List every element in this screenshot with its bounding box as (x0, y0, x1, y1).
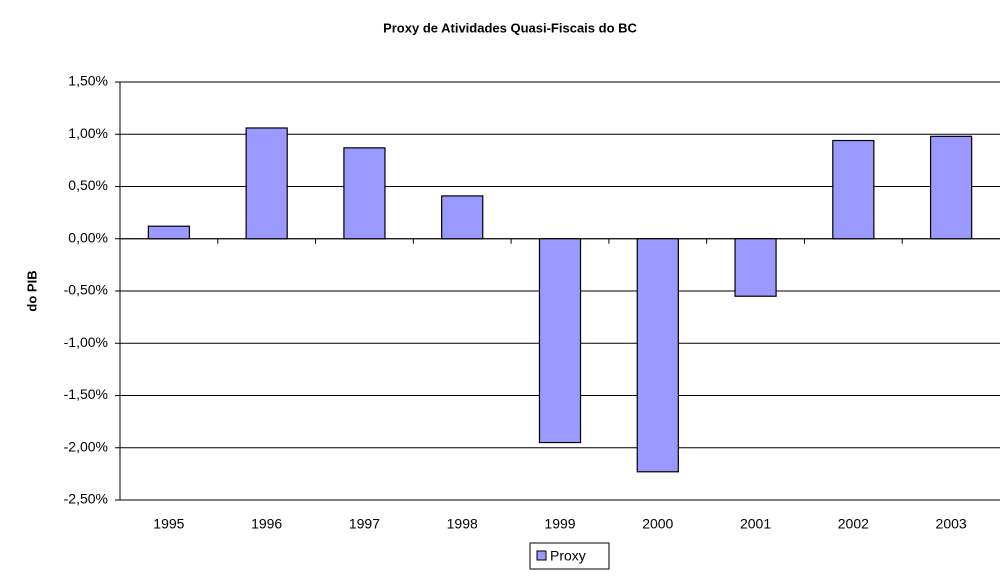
x-tick-label: 2000 (642, 516, 673, 532)
bar (538, 238, 582, 444)
x-tick-label: 1997 (349, 516, 380, 532)
x-tick-label: 2003 (936, 516, 967, 532)
y-tick-label: -0,50% (64, 282, 108, 298)
bar (147, 225, 191, 240)
x-tick-label: 2002 (838, 516, 869, 532)
x-tick-label: 1999 (544, 516, 575, 532)
bar (734, 238, 777, 297)
bar (636, 238, 679, 473)
y-tick-label: 1,50% (68, 73, 108, 89)
x-tick-label: 2001 (740, 516, 771, 532)
y-tick-label: -2,50% (64, 491, 108, 507)
bar (929, 135, 973, 240)
bar (832, 139, 875, 240)
x-tick-label: 1996 (251, 516, 282, 532)
legend-label: Proxy (550, 548, 586, 564)
bar (245, 127, 288, 240)
y-tick-label: 1,00% (68, 125, 108, 141)
legend-swatch (536, 550, 547, 561)
x-tick-label: 1998 (447, 516, 478, 532)
bar (343, 147, 386, 240)
y-tick-label: -2,00% (64, 438, 108, 454)
y-tick-label: -1,00% (64, 334, 108, 350)
y-tick-label: -1,50% (64, 386, 108, 402)
chart-title: Proxy de Atividades Quasi-Fiscais do BC (383, 20, 637, 35)
y-tick-label: 0,50% (68, 177, 108, 193)
y-tick-label: 0,00% (68, 229, 108, 245)
x-tick-label: 1995 (153, 516, 184, 532)
bar (441, 195, 484, 240)
y-axis-label: do PIB (24, 270, 39, 311)
